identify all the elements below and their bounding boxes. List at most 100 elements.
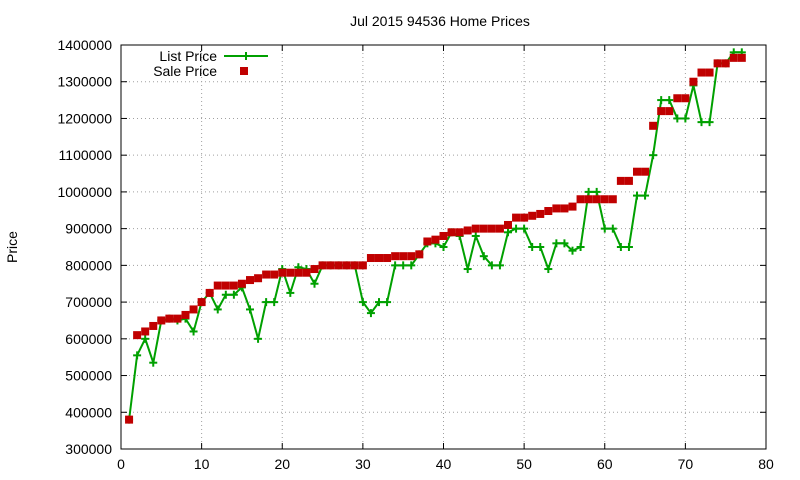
x-tick-label: 60 (597, 456, 613, 472)
sale-price-point (326, 261, 335, 270)
list-price-point (520, 224, 529, 233)
list-price-point (189, 327, 198, 336)
list-price-point (221, 290, 230, 299)
legend-square-marker (240, 67, 248, 75)
sale-price-point (608, 195, 617, 204)
sale-price-point (399, 252, 408, 261)
sale-price-point (729, 53, 738, 62)
y-tick-label: 600000 (65, 331, 112, 347)
list-price-point (229, 290, 238, 299)
y-tick-label: 1100000 (59, 147, 113, 163)
sale-price-point (673, 94, 682, 103)
sale-price-point (463, 226, 472, 235)
sale-price-point (181, 310, 190, 319)
sale-price-point (302, 268, 311, 277)
sale-price-point (391, 252, 400, 261)
list-price-point (608, 224, 617, 233)
sale-price-point (568, 202, 577, 211)
list-price-point (641, 191, 650, 200)
list-price-point (633, 191, 641, 200)
x-tick-label: 10 (194, 456, 210, 472)
sale-price-point (544, 207, 553, 216)
list-price-point (600, 224, 609, 233)
list-price-point (471, 231, 480, 240)
y-tick-label: 800000 (65, 257, 112, 273)
y-tick-label: 1400000 (57, 37, 112, 53)
x-tick-label: 70 (678, 456, 694, 472)
sale-price-point (713, 59, 722, 68)
list-price-point (286, 288, 295, 297)
list-price-point (576, 243, 585, 251)
x-tick-label: 20 (274, 456, 290, 472)
y-tick-label: 300000 (65, 441, 112, 457)
y-tick-label: 400000 (65, 404, 112, 420)
sale-price-point (407, 252, 416, 261)
list-price-point (657, 96, 666, 105)
sale-price-point (487, 224, 496, 233)
list-price-point (528, 243, 537, 251)
list-price-point (366, 309, 375, 318)
sale-price-point (375, 254, 383, 263)
sale-price-point (528, 211, 537, 220)
x-tick-label: 50 (516, 456, 532, 472)
sale-price-point (552, 204, 561, 213)
sale-price-point (310, 265, 319, 274)
list-price-point (560, 239, 569, 248)
list-price-point (463, 265, 472, 274)
sale-price-point (189, 305, 198, 314)
sale-price-point (286, 268, 295, 277)
list-price-point (141, 334, 150, 343)
sale-price-point (383, 254, 392, 263)
sale-price-point (423, 237, 432, 246)
list-price-point (624, 243, 633, 251)
list-price-point (536, 243, 545, 251)
sale-price-point (294, 268, 303, 277)
list-price-point (407, 261, 416, 270)
y-tick-label: 1000000 (57, 184, 112, 200)
sale-price-point (616, 176, 625, 185)
sale-price-point (697, 68, 706, 77)
sale-price-point (705, 68, 714, 77)
sale-price-point (649, 121, 658, 130)
sale-price-point (246, 276, 254, 285)
list-price-point (213, 305, 222, 314)
list-price-point (592, 187, 601, 196)
sale-price-point (254, 274, 263, 283)
sale-price-point (197, 298, 206, 307)
x-tick-label: 40 (436, 456, 452, 472)
list-price-point (479, 252, 488, 261)
sale-price-point (229, 281, 238, 290)
y-tick-label: 500000 (65, 368, 112, 384)
sale-price-point (415, 250, 424, 259)
list-price-point (504, 228, 512, 237)
sale-price-point (237, 279, 246, 288)
list-price-point (649, 151, 658, 160)
list-price-point (665, 96, 674, 105)
list-price-point (262, 298, 271, 307)
sale-price-point (270, 270, 279, 279)
sale-price-point (737, 53, 746, 62)
legend-label-list-price: List Price (159, 48, 217, 64)
sale-price-point (576, 195, 585, 204)
sale-price-point (165, 314, 174, 323)
sale-price-point (447, 228, 456, 237)
x-tick-label: 0 (117, 456, 125, 472)
list-price-point (254, 334, 263, 343)
sale-price-point (342, 261, 351, 270)
sale-price-point (262, 270, 271, 279)
sale-price-point (600, 195, 609, 204)
y-tick-label: 1300000 (57, 74, 112, 90)
list-price-point (673, 114, 682, 123)
sale-price-point (633, 167, 641, 176)
list-price-point (391, 261, 400, 270)
list-price-point (133, 351, 142, 360)
y-tick-label: 700000 (65, 294, 112, 310)
list-price-point (544, 265, 553, 274)
ticks: 0 10 20 30 40 50 60 70 80 300000 400000 500000 60000… (57, 37, 774, 472)
sale-price-point (205, 288, 214, 297)
sale-price-point (721, 59, 730, 68)
series-layer (125, 48, 746, 424)
list-price-point (616, 243, 625, 251)
list-price-point (246, 305, 254, 314)
